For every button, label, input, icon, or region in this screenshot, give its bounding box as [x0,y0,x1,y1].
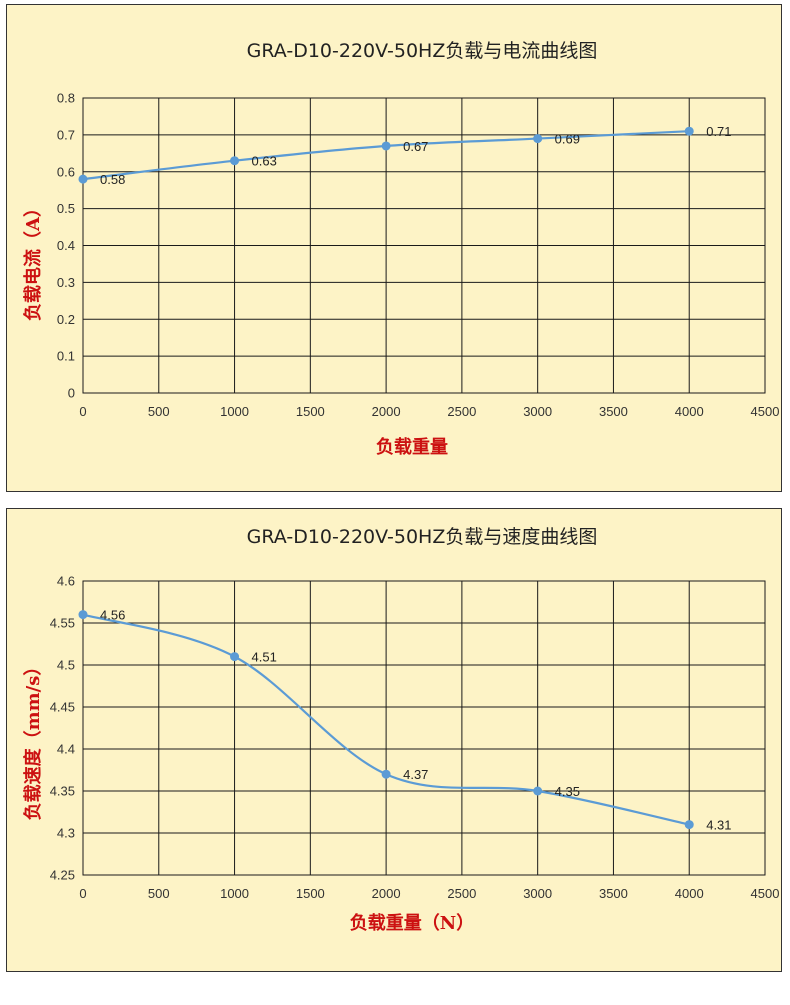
current-data-point [78,174,88,184]
speed-x-tick-label: 2000 [372,886,401,901]
speed-x-tick-label: 3500 [599,886,628,901]
speed-y-tick-label: 4.6 [57,574,75,589]
speed-data-point [78,610,88,620]
speed-data-point [230,652,240,662]
speed-y-tick-label: 4.35 [50,784,75,799]
speed-chart-panel: GRA-D10-220V-50HZ负载与速度曲线图 0 500 1000 1500 200… [6,508,782,972]
current-y-tick-label: 0.1 [57,349,75,364]
current-x-tick-label: 1500 [296,404,325,419]
current-y-tick-label: 0.8 [57,91,75,106]
current-data-label: 0.67 [403,139,428,154]
speed-data-label: 4.56 [100,608,125,623]
speed-y-tick-label: 4.5 [57,658,75,673]
current-y-axis-title: 负载电流（A） [22,199,44,321]
current-data-label: 0.71 [706,124,731,139]
current-x-tick-label: 3000 [523,404,552,419]
speed-x-tick-label: 500 [148,886,170,901]
speed-x-tick-label: 3000 [523,886,552,901]
current-plot-frame [82,97,766,394]
speed-y-tick-label: 4.25 [50,868,75,883]
current-x-tick-label: 2000 [372,404,401,419]
current-y-tick-label: 0.5 [57,201,75,216]
current-data-point [684,126,694,136]
speed-plot-frame [82,580,766,876]
speed-y-tick-label: 4.45 [50,700,75,715]
speed-data-label: 4.31 [706,818,731,833]
current-y-tick-label: 0.4 [57,238,75,253]
speed-data-label: 4.37 [403,767,428,782]
current-data-label: 0.63 [252,154,277,169]
current-x-tick-label: 1000 [220,404,249,419]
current-y-tick-label: 0.7 [57,127,75,142]
speed-x-tick-label: 2500 [447,886,476,901]
current-data-point [381,141,391,151]
speed-y-axis-title: 负载速度（mm/s） [22,658,44,821]
current-x-tick-label: 2500 [447,404,476,419]
current-x-tick-label: 0 [79,404,86,419]
current-chart: GRA-D10-220V-50HZ负载与电流曲线图 0 500 1000 1500 200… [22,40,780,458]
current-x-tick-label: 4500 [751,404,780,419]
current-data-label: 0.69 [555,132,580,147]
speed-data-point [533,786,543,796]
speed-data-label: 4.51 [252,650,277,665]
speed-y-tick-label: 4.3 [57,826,75,841]
speed-y-tick-label: 4.4 [57,742,75,757]
speed-x-tick-label: 4000 [675,886,704,901]
current-data-point [230,156,240,166]
current-y-tick-label: 0 [68,386,75,401]
current-data-label: 0.58 [100,172,125,187]
speed-x-tick-label: 0 [79,886,86,901]
speed-x-axis-title: 负载重量（N） [350,912,474,934]
speed-data-label: 4.35 [555,784,580,799]
current-x-tick-label: 4000 [675,404,704,419]
speed-x-tick-label: 1000 [220,886,249,901]
speed-x-tick-label: 1500 [296,886,325,901]
speed-y-tick-label: 4.55 [50,616,75,631]
speed-chart-title: GRA-D10-220V-50HZ负载与速度曲线图 [247,526,598,548]
speed-x-tick-label: 4500 [751,886,780,901]
speed-chart: GRA-D10-220V-50HZ负载与速度曲线图 0 500 1000 1500 200… [22,526,780,934]
current-y-tick-label: 0.3 [57,275,75,290]
current-data-point [533,134,543,144]
current-y-tick-label: 0.2 [57,312,75,327]
current-y-tick-label: 0.6 [57,164,75,179]
current-chart-panel: GRA-D10-220V-50HZ负载与电流曲线图 0 500 1000 1500 200… [6,4,782,492]
current-x-tick-label: 500 [148,404,170,419]
current-x-axis-title: 负载重量 [376,436,448,458]
current-chart-title: GRA-D10-220V-50HZ负载与电流曲线图 [247,40,598,62]
speed-data-point [381,769,391,779]
speed-data-point [684,820,694,830]
current-x-tick-label: 3500 [599,404,628,419]
